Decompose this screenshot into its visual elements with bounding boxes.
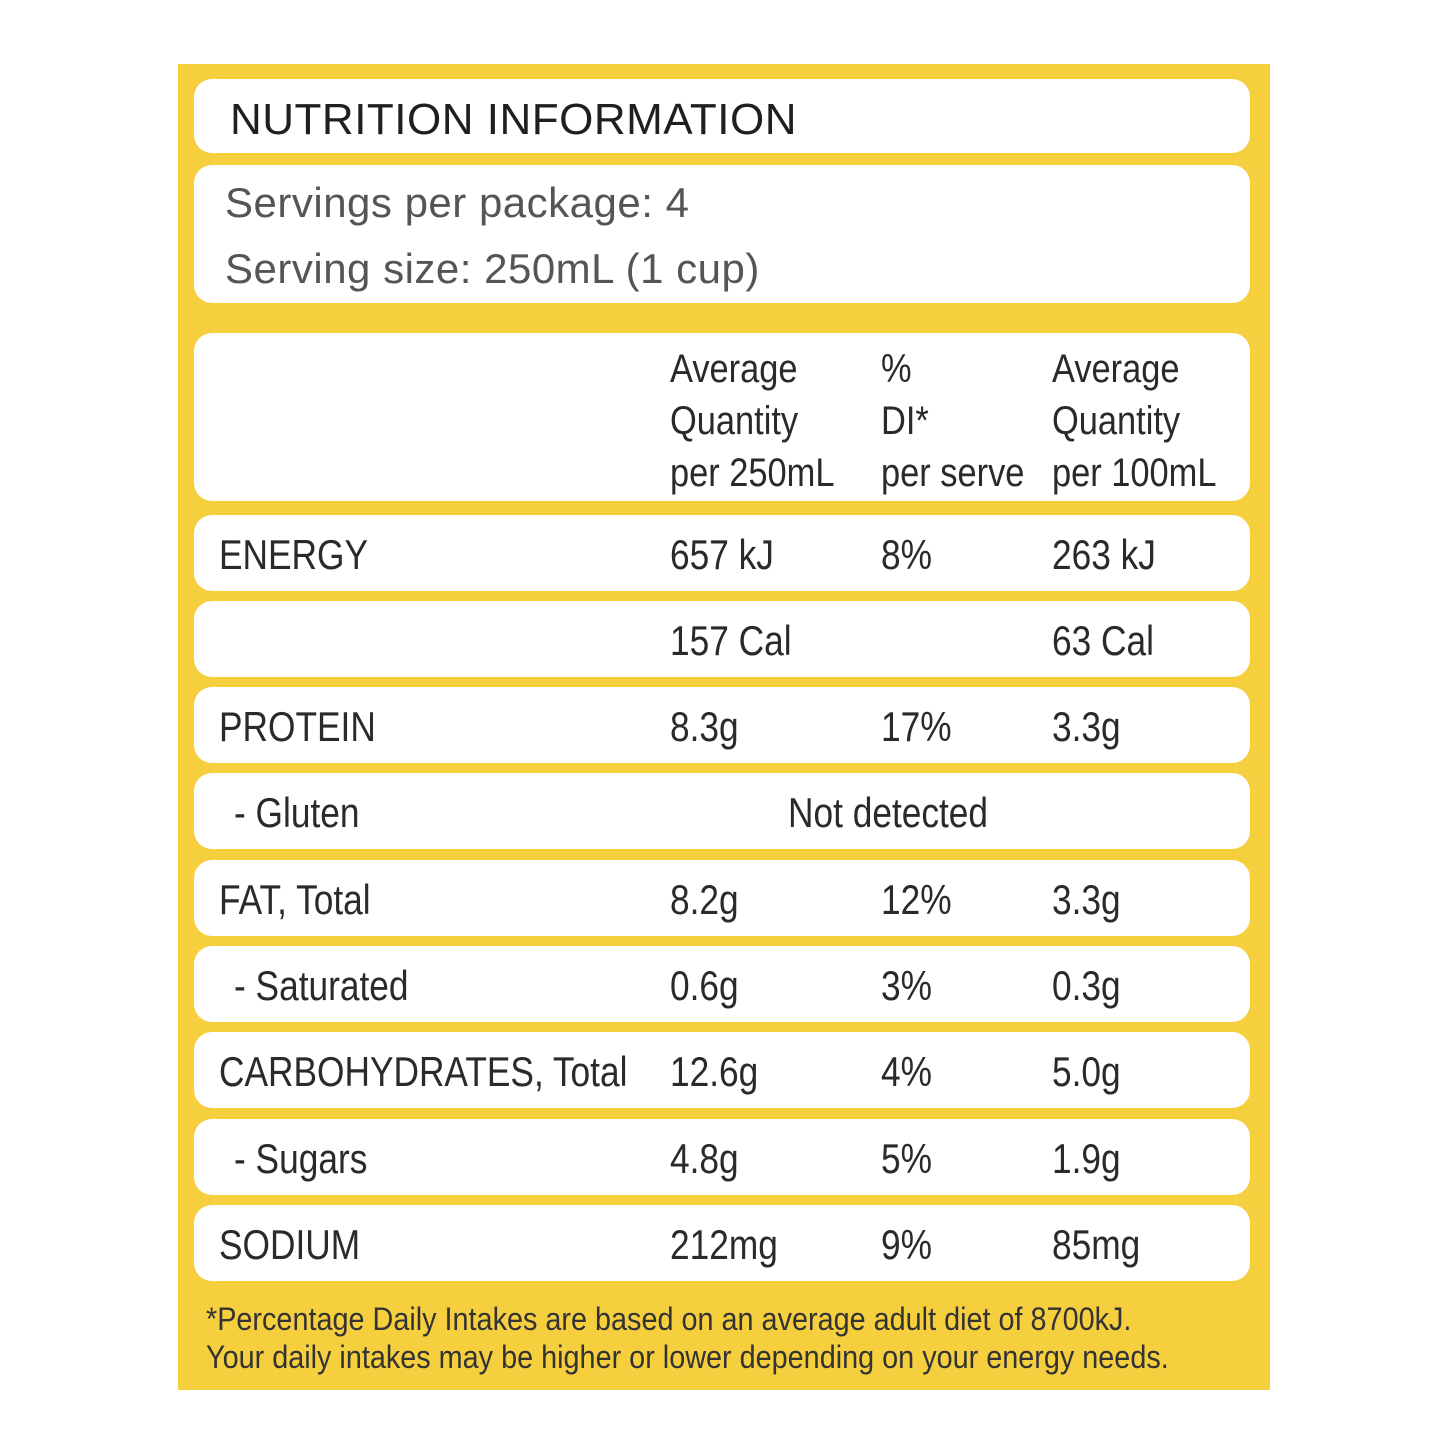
row-per-250ml: 8.2g	[670, 876, 739, 923]
header-col-per-250ml-line: Quantity	[670, 399, 799, 443]
table-row-sodium: SODIUM 212mg 9% 85mg	[194, 1205, 1250, 1281]
table-row-energy: ENERGY 657 kJ 8% 263 kJ	[194, 515, 1250, 591]
row-name: FAT, Total	[219, 876, 371, 923]
row-di: 9%	[881, 1221, 932, 1268]
row-di: 17%	[881, 703, 952, 750]
row-name: PROTEIN	[219, 703, 376, 750]
table-header: Average Quantity per 250mL % DI* per ser…	[194, 333, 1250, 501]
table-row-fat-total: FAT, Total 8.2g 12% 3.3g	[194, 860, 1250, 936]
row-name: SODIUM	[219, 1221, 361, 1268]
row-per-100ml: 3.3g	[1052, 876, 1121, 923]
row-per-100ml: 63 Cal	[1052, 617, 1154, 664]
row-di: 3%	[881, 962, 932, 1009]
table-row-gluten: - Gluten Not detected	[194, 773, 1250, 849]
row-per-100ml: 5.0g	[1052, 1048, 1121, 1095]
row-per-100ml: 3.3g	[1052, 703, 1121, 750]
servings-per-package-value: 4	[665, 179, 690, 226]
row-name: ENERGY	[219, 531, 368, 578]
page-title: NUTRITION INFORMATION	[230, 95, 797, 144]
header-col-di: % DI* per serve	[881, 343, 1024, 499]
row-di: 8%	[881, 531, 932, 578]
header-col-per-100ml-line: per 100mL	[1052, 451, 1217, 495]
header-col-di-line: per serve	[881, 451, 1025, 495]
row-name: - Sugars	[234, 1135, 368, 1182]
row-name: - Gluten	[234, 789, 360, 836]
serving-size-value: 250mL (1 cup)	[484, 245, 760, 292]
servings-per-package-label: Servings per package:	[225, 179, 654, 226]
row-per-250ml: 212mg	[670, 1221, 778, 1268]
header-col-per-250ml-line: per 250mL	[670, 451, 835, 495]
header-col-per-100ml-line: Quantity	[1052, 399, 1181, 443]
nutrition-panel: NUTRITION INFORMATION Servings per packa…	[178, 64, 1270, 1390]
footnote: *Percentage Daily Intakes are based on a…	[206, 1300, 1169, 1376]
table-row-saturated: - Saturated 0.6g 3% 0.3g	[194, 946, 1250, 1022]
table-row-protein: PROTEIN 8.3g 17% 3.3g	[194, 687, 1250, 763]
header-col-per-250ml: Average Quantity per 250mL	[670, 343, 834, 499]
footnote-line: Your daily intakes may be higher or lowe…	[206, 1339, 1169, 1375]
row-per-250ml: 4.8g	[670, 1135, 739, 1182]
row-per-100ml: 263 kJ	[1052, 531, 1156, 578]
row-per-100ml: 1.9g	[1052, 1135, 1121, 1182]
row-not-detected: Not detected	[788, 789, 989, 836]
row-di: 12%	[881, 876, 952, 923]
header-col-di-line: %	[881, 347, 912, 391]
row-per-250ml: 657 kJ	[670, 531, 774, 578]
serving-size-label: Serving size:	[225, 245, 472, 292]
table-row-sugars: - Sugars 4.8g 5% 1.9g	[194, 1119, 1250, 1195]
serving-size: Serving size: 250mL (1 cup)	[225, 245, 760, 293]
title-box: NUTRITION INFORMATION	[194, 79, 1250, 153]
row-di: 5%	[881, 1135, 932, 1182]
table-row-energy-cal: 157 Cal 63 Cal	[194, 601, 1250, 677]
row-per-100ml: 0.3g	[1052, 962, 1121, 1009]
header-col-per-250ml-line: Average	[670, 347, 798, 391]
row-per-250ml: 157 Cal	[670, 617, 792, 664]
row-per-250ml: 12.6g	[670, 1048, 759, 1095]
servings-per-package: Servings per package: 4	[225, 179, 689, 227]
row-per-250ml: 8.3g	[670, 703, 739, 750]
table-row-carbohydrates: CARBOHYDRATES, Total 12.6g 4% 5.0g	[194, 1032, 1250, 1108]
header-col-di-line: DI*	[881, 399, 929, 443]
row-name: CARBOHYDRATES, Total	[219, 1048, 628, 1095]
header-col-per-100ml: Average Quantity per 100mL	[1052, 343, 1216, 499]
row-name: - Saturated	[234, 962, 409, 1009]
footnote-line: *Percentage Daily Intakes are based on a…	[206, 1301, 1132, 1337]
header-col-per-100ml-line: Average	[1052, 347, 1180, 391]
serving-info-box: Servings per package: 4 Serving size: 25…	[194, 165, 1250, 303]
row-per-250ml: 0.6g	[670, 962, 739, 1009]
row-per-100ml: 85mg	[1052, 1221, 1141, 1268]
row-di: 4%	[881, 1048, 932, 1095]
